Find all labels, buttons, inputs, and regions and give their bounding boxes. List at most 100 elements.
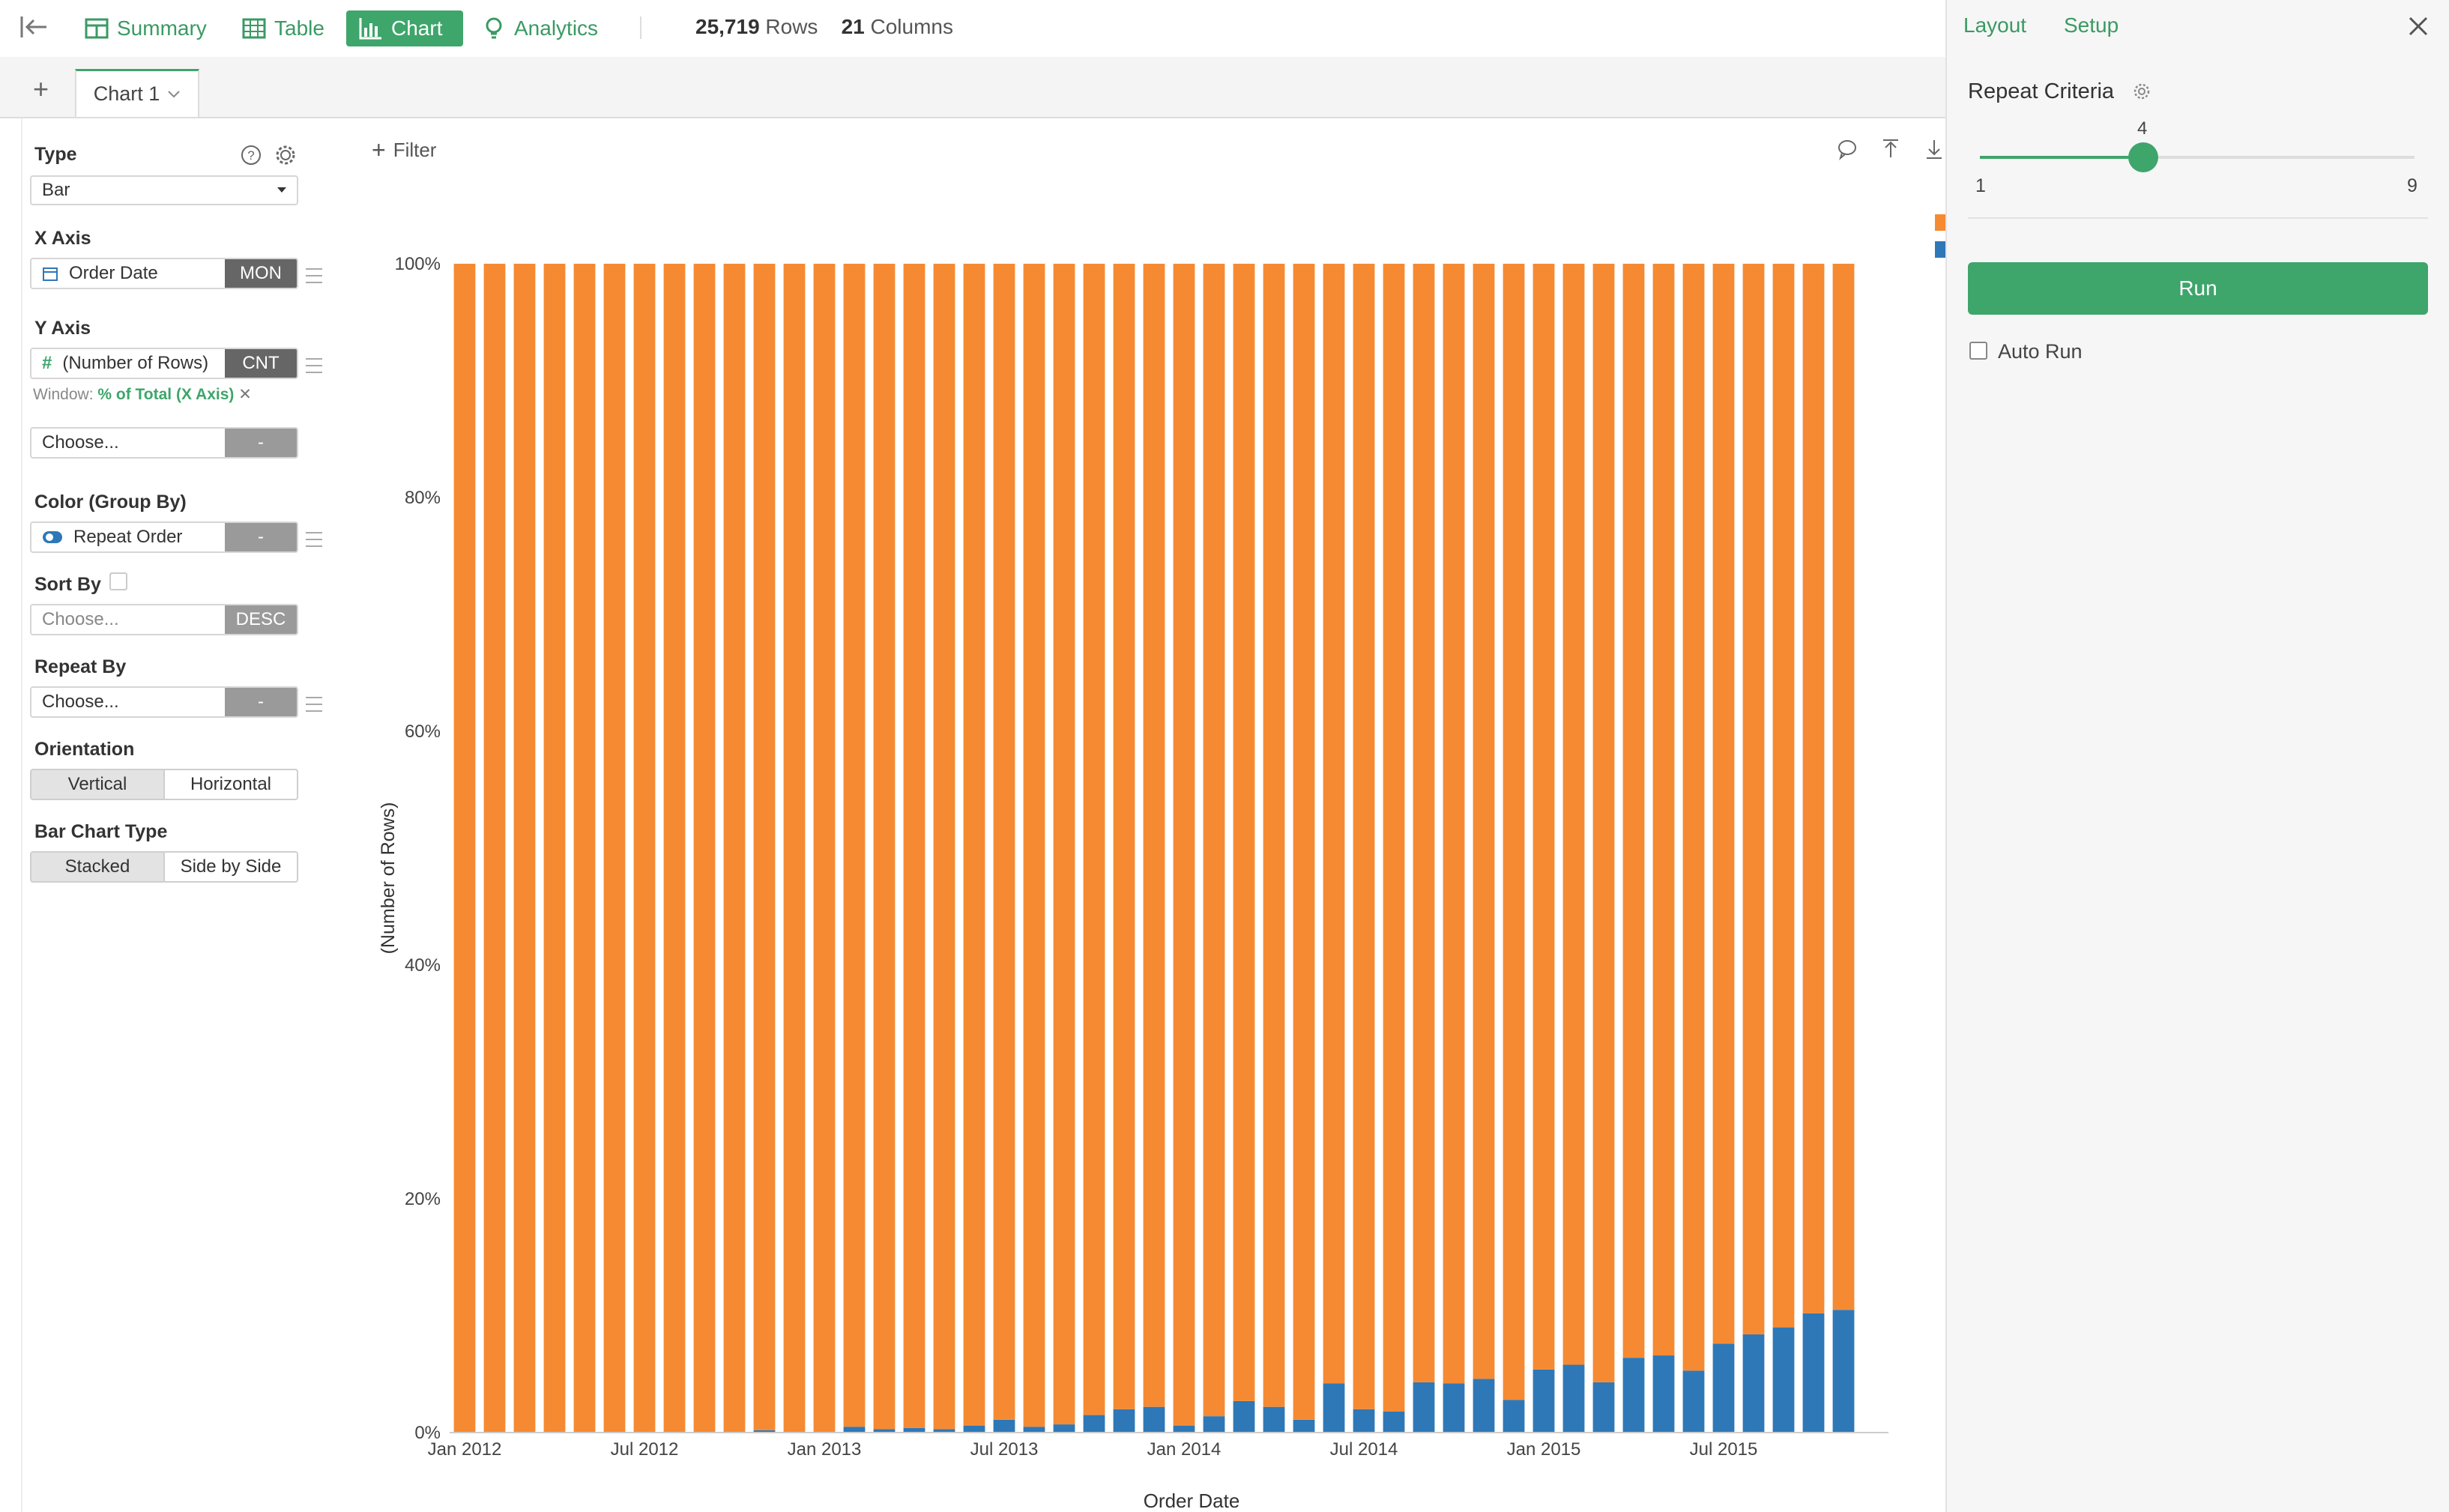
x-tick-label: Jul 2014 — [1330, 1439, 1398, 1460]
window-calc: Window: % of Total (X Axis) ✕ — [33, 385, 252, 404]
repeat-by-field[interactable]: Choose... - — [30, 686, 298, 718]
orientation-horizontal[interactable]: Horizontal — [190, 774, 272, 794]
x-axis-field[interactable]: Order Date MON — [30, 258, 298, 289]
bar-segment — [543, 264, 566, 1433]
y-tick-label: 100% — [395, 254, 441, 274]
color-aggregation[interactable]: - — [225, 523, 297, 551]
add-chart-button[interactable]: + — [33, 73, 49, 104]
bar-chart-type-toggle: Stacked Side by Side — [30, 851, 298, 883]
bar-segment — [693, 264, 716, 1433]
chart-area: + Filter 0% 20% 40% 60% 80% 100% Jan 2012 Jul 2… — [352, 118, 1945, 1512]
bar-segment — [1473, 264, 1495, 1379]
tab-table[interactable]: Table — [229, 10, 336, 46]
chart-config-panel: Type ? Bar X Axis Order Date MON Y Axis … — [21, 118, 345, 1512]
slider-track[interactable] — [1980, 156, 2415, 159]
repeat-by-aggregation[interactable]: - — [225, 688, 297, 716]
auto-run-checkbox[interactable] — [1969, 342, 1987, 360]
tab-chart-label: Chart — [391, 16, 443, 40]
y-axis-menu-icon[interactable] — [306, 358, 322, 373]
sort-direction[interactable]: DESC — [225, 605, 297, 634]
bar-segment — [1503, 1400, 1525, 1433]
bar-segment — [753, 1430, 776, 1433]
close-icon[interactable] — [2407, 15, 2430, 41]
add-filter-button[interactable]: + Filter — [372, 136, 436, 164]
tab-chart[interactable]: Chart — [346, 10, 463, 46]
x-axis-aggregation[interactable]: MON — [225, 259, 297, 288]
y-tick-label: 20% — [405, 1189, 441, 1209]
type-label: Type — [34, 144, 77, 165]
remove-window-icon[interactable]: ✕ — [238, 386, 252, 403]
comment-icon[interactable] — [1836, 138, 1858, 164]
download-icon[interactable] — [1923, 138, 1945, 164]
bar-segment — [933, 1429, 955, 1433]
bar-segment — [1802, 264, 1825, 1313]
bar-segment — [1682, 1370, 1705, 1433]
orientation-vertical[interactable]: Vertical — [31, 770, 165, 799]
color-field[interactable]: Repeat Order - — [30, 521, 298, 553]
bar-segment — [603, 264, 626, 1433]
bar-type-side-by-side[interactable]: Side by Side — [180, 856, 282, 877]
chart-type-select[interactable]: Bar — [30, 175, 298, 205]
bar-segment — [1383, 1411, 1405, 1433]
settings-gear-icon[interactable] — [2133, 82, 2151, 104]
bar-segment — [963, 1425, 985, 1433]
chart-tab[interactable]: Chart 1 — [75, 69, 199, 117]
summary-icon — [85, 18, 109, 39]
slider-max-label: 9 — [2407, 175, 2418, 196]
rows-label: Rows — [765, 15, 818, 38]
bar-segment — [1473, 1379, 1495, 1433]
color-group-label: Color (Group By) — [34, 492, 187, 512]
sort-by-label: Sort By — [34, 574, 101, 595]
y-tick-label: 40% — [405, 955, 441, 976]
chart-tabs-bar — [0, 57, 1945, 118]
y-axis-second-field[interactable]: Choose... - — [30, 427, 298, 459]
y-axis-field-name: (Number of Rows) — [62, 353, 209, 373]
bar-segment — [1622, 264, 1645, 1358]
x-axis-label: X Axis — [34, 228, 91, 249]
sort-by-checkbox[interactable] — [109, 572, 127, 590]
chevron-down-icon — [168, 90, 180, 97]
sort-field[interactable]: Choose... DESC — [30, 604, 298, 635]
slider-handle[interactable] — [2128, 142, 2158, 172]
bar-segment — [1832, 264, 1855, 1310]
upload-icon[interactable] — [1879, 138, 1902, 164]
bar-segment — [1053, 1424, 1075, 1433]
rows-count: 25,719 — [695, 15, 760, 38]
gear-icon[interactable] — [274, 144, 297, 170]
collapse-sidebar-icon[interactable] — [19, 13, 49, 40]
bar-segment — [1113, 264, 1135, 1409]
y-axis-second-aggregation[interactable]: - — [225, 429, 297, 457]
repeat-by-label: Repeat By — [34, 656, 127, 677]
run-button[interactable]: Run — [1968, 262, 2428, 315]
tab-analytics-label: Analytics — [514, 16, 599, 40]
bar-segment — [1323, 1383, 1345, 1433]
bar-type-stacked[interactable]: Stacked — [31, 853, 165, 881]
calendar-icon — [43, 267, 58, 281]
bar-segment — [1742, 264, 1765, 1334]
y-axis-aggregation[interactable]: CNT — [225, 349, 297, 378]
bulb-icon — [486, 17, 502, 39]
panel-divider — [1968, 217, 2428, 219]
tab-analytics[interactable]: Analytics — [469, 10, 610, 46]
tab-setup[interactable]: Setup — [2064, 13, 2119, 37]
bar-segment — [513, 264, 536, 1433]
columns-label: Columns — [870, 15, 953, 38]
settings-panel — [1945, 0, 2449, 1512]
tab-layout[interactable]: Layout — [1963, 13, 2027, 37]
bar-segment — [993, 1419, 1015, 1433]
toggle-icon — [43, 531, 62, 543]
bar-segment — [1652, 1355, 1675, 1433]
color-menu-icon[interactable] — [306, 532, 322, 547]
x-axis-menu-icon[interactable] — [306, 268, 322, 283]
bar-segment — [1682, 264, 1705, 1371]
y-axis-field[interactable]: # (Number of Rows) CNT — [30, 348, 298, 379]
bar-segment — [1023, 1427, 1045, 1433]
orientation-toggle: Vertical Horizontal — [30, 769, 298, 800]
window-value[interactable]: % of Total (X Axis) — [97, 386, 235, 403]
repeat-by-menu-icon[interactable] — [306, 697, 322, 712]
help-icon[interactable]: ? — [240, 144, 262, 170]
tab-summary[interactable]: Summary — [72, 10, 219, 46]
x-tick-label: Jan 2012 — [428, 1439, 502, 1460]
bar-segment — [1443, 264, 1465, 1384]
bar-segment — [1562, 264, 1585, 1365]
